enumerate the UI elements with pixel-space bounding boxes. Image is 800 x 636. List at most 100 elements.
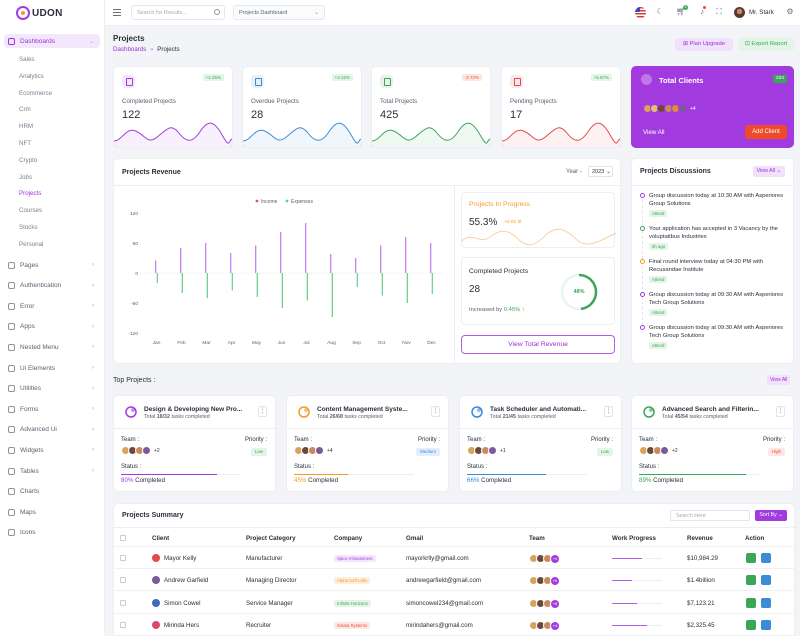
sidebar-item-forms[interactable]: Forms › bbox=[4, 402, 100, 416]
completion-text: 80% Completed bbox=[121, 477, 165, 484]
more-options-icon[interactable]: ⋮ bbox=[258, 406, 267, 417]
avatar bbox=[678, 104, 687, 113]
client-name: Simon Cowel bbox=[164, 599, 201, 607]
column-header[interactable]: Team bbox=[529, 535, 545, 542]
sidebar-item-tables[interactable]: Tables › bbox=[4, 464, 100, 478]
sidebar-item-utilities[interactable]: Utilities › bbox=[4, 382, 100, 396]
download-button[interactable] bbox=[746, 597, 756, 608]
more-options-icon[interactable]: ⋮ bbox=[431, 406, 440, 417]
charts-icon bbox=[8, 488, 15, 496]
sidebar: UDON Dashboards ⌄ Sales Analytics Ecommerc… bbox=[0, 0, 105, 636]
search-input[interactable]: Search for Results... bbox=[131, 5, 225, 20]
total-clients-card: Total Clients 234 +4 View All Add Client bbox=[631, 66, 794, 148]
sidebar-subitem-analytics[interactable]: Analytics bbox=[19, 72, 44, 80]
year-select[interactable]: 2023 ⌄ bbox=[588, 166, 613, 177]
export-report-button[interactable]: ⊡ Export Report bbox=[738, 38, 794, 51]
moon-icon[interactable]: ☾ bbox=[656, 7, 664, 16]
sidebar-item-dashboards[interactable]: Dashboards ⌄ bbox=[4, 34, 100, 48]
sidebar-subitem-stocks[interactable]: Stocks bbox=[19, 224, 38, 231]
divider bbox=[287, 428, 450, 429]
divider bbox=[113, 612, 795, 614]
sidebar-subitem-projects[interactable]: Projects bbox=[19, 190, 42, 198]
app-logo[interactable]: UDON bbox=[0, 0, 104, 26]
plan-upgrade-button[interactable]: ⊞ Plan Upgrade bbox=[675, 38, 733, 51]
download-button[interactable] bbox=[746, 619, 756, 630]
edit-button[interactable] bbox=[761, 553, 771, 563]
sidebar-item-pages[interactable]: Pages › bbox=[4, 258, 100, 272]
user-name[interactable]: Mr. Stark bbox=[749, 9, 774, 16]
avatar[interactable] bbox=[734, 7, 745, 18]
sidebar-subitem-jobs[interactable]: Jobs bbox=[19, 173, 33, 181]
priority-label: Priority : bbox=[590, 437, 613, 443]
sidebar-item-label: Forms bbox=[20, 405, 39, 413]
sidebar-item-apps[interactable]: Apps › bbox=[4, 320, 100, 334]
row-checkbox[interactable] bbox=[120, 621, 126, 628]
sidebar-item-maps[interactable]: Maps bbox=[4, 505, 100, 519]
row-checkbox[interactable] bbox=[120, 599, 126, 606]
sidebar-item-nested-menu[interactable]: Nested Menu › bbox=[4, 340, 100, 354]
work-progress-bar bbox=[612, 558, 662, 560]
column-header[interactable]: Revenue bbox=[687, 535, 713, 542]
add-client-button[interactable]: Add Client bbox=[745, 125, 787, 139]
discussions-view-all-button[interactable]: View All ⌄ bbox=[752, 166, 785, 177]
sidebar-subitem-sales[interactable]: Sales bbox=[19, 56, 35, 63]
sidebar-subitem-courses[interactable]: Courses bbox=[19, 207, 43, 215]
sidebar-item-widgets[interactable]: Widgets › bbox=[4, 443, 100, 457]
top-projects-view-all[interactable]: View All bbox=[767, 375, 791, 385]
column-header[interactable]: Action bbox=[745, 535, 765, 542]
sidebar-subitem-ecommerce[interactable]: Ecommerce bbox=[19, 89, 53, 97]
menu-toggle-icon[interactable] bbox=[113, 9, 121, 16]
in-progress-title: Projects In Progress bbox=[469, 201, 531, 208]
edit-button[interactable] bbox=[761, 597, 771, 608]
sidebar-item-advanced-ui[interactable]: Advanced Ui › bbox=[4, 423, 100, 437]
download-button[interactable] bbox=[746, 553, 756, 563]
search-icon[interactable] bbox=[214, 9, 220, 15]
bell-icon[interactable]: ♪ bbox=[700, 7, 704, 16]
project-name[interactable]: Advanced Search and Filterin... bbox=[662, 406, 759, 413]
row-checkbox[interactable] bbox=[120, 555, 126, 561]
column-header[interactable]: Work Progress bbox=[612, 535, 656, 542]
sidebar-item-ui-elements[interactable]: Ui Elements › bbox=[4, 361, 100, 375]
company-badge: Alpha Soft Labs bbox=[334, 577, 371, 585]
column-header[interactable]: Company bbox=[334, 535, 363, 542]
breadcrumb-root[interactable]: Dashboards bbox=[113, 46, 147, 53]
select-all-checkbox[interactable] bbox=[120, 535, 126, 541]
language-flag-icon[interactable] bbox=[635, 7, 646, 18]
project-name[interactable]: Content Management Syste... bbox=[317, 406, 408, 413]
tasks-word: tasks completed bbox=[517, 414, 556, 420]
view-all-link[interactable]: View All bbox=[643, 129, 665, 136]
summary-search-input[interactable]: Search Here bbox=[670, 510, 750, 521]
more-options-icon[interactable]: ⋮ bbox=[776, 406, 785, 417]
sidebar-item-error[interactable]: Error › bbox=[4, 299, 100, 313]
download-button[interactable] bbox=[746, 575, 756, 586]
settings-icon[interactable]: ⚙ bbox=[786, 7, 794, 16]
sidebar-item-authentication[interactable]: Authentication › bbox=[4, 279, 100, 293]
sidebar-subitem-nft[interactable]: NFT bbox=[19, 140, 32, 147]
sidebar-subitem-crm[interactable]: Crm bbox=[19, 106, 31, 114]
edit-button[interactable] bbox=[761, 575, 771, 586]
export-report-label: Export Report bbox=[751, 41, 788, 47]
edit-button[interactable] bbox=[761, 619, 771, 630]
in-progress-value: 55.3% bbox=[469, 217, 498, 228]
view-total-revenue-button[interactable]: View Total Revenue bbox=[461, 335, 615, 354]
fullscreen-icon[interactable]: ⛶ bbox=[716, 7, 722, 16]
cart-icon[interactable]: 🛒︎ bbox=[676, 7, 687, 16]
sidebar-subitem-personal[interactable]: Personal bbox=[19, 240, 44, 248]
sidebar-item-icons[interactable]: Icons bbox=[4, 526, 100, 540]
project-name[interactable]: Task Scheduler and Automati... bbox=[490, 406, 587, 413]
column-header[interactable]: Project Category bbox=[246, 535, 296, 542]
sidebar-subitem-crypto[interactable]: Crypto bbox=[19, 156, 38, 164]
sort-by-button[interactable]: Sort By ⌄ bbox=[755, 510, 787, 521]
sidebar-subitem-hrm[interactable]: HRM bbox=[19, 123, 34, 131]
discussion-text: Group discussion today at 10:30 AM with … bbox=[649, 193, 784, 208]
column-header[interactable]: Client bbox=[152, 535, 170, 542]
dashboard-select[interactable]: Projects Dashboard ⌄ bbox=[233, 5, 325, 20]
more-options-icon[interactable]: ⋮ bbox=[604, 406, 613, 417]
sidebar-item-charts[interactable]: Charts bbox=[4, 485, 100, 499]
client-avatars: +4 bbox=[643, 104, 696, 113]
row-checkbox[interactable] bbox=[120, 577, 126, 584]
project-name[interactable]: Design & Developing New Pro... bbox=[144, 406, 243, 413]
page-title: Projects bbox=[113, 34, 145, 43]
column-header[interactable]: Gmail bbox=[406, 535, 424, 542]
progress-bar bbox=[121, 474, 241, 476]
